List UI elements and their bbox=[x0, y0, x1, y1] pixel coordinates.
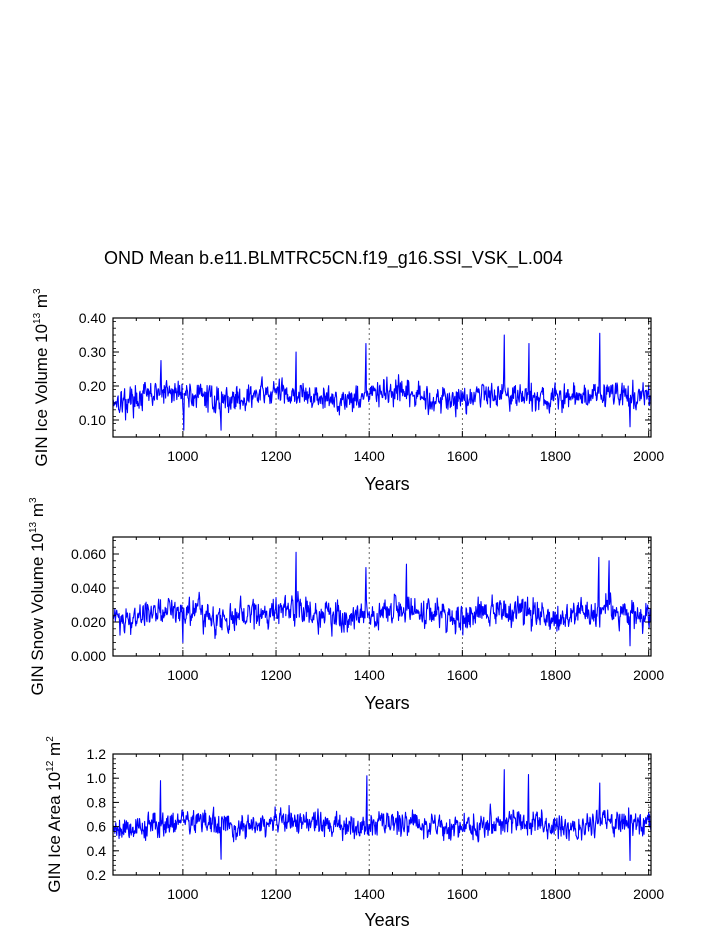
y-tick-label: 0.2 bbox=[87, 867, 107, 883]
plot-frame bbox=[112, 317, 652, 438]
x-tick-label: 1600 bbox=[447, 886, 478, 902]
x-tick-label: 2000 bbox=[633, 886, 664, 902]
y-tick-label: 0.040 bbox=[71, 580, 106, 596]
x-tick-label: 1000 bbox=[167, 667, 198, 683]
x-tick-label: 1200 bbox=[260, 667, 291, 683]
x-tick-label: 1400 bbox=[354, 667, 385, 683]
y-axis-label: GIN Snow Volume 1013 m3 bbox=[28, 497, 47, 696]
y-axis-label-text: GIN Ice Volume 10 bbox=[32, 324, 51, 467]
x-tick-label: 2000 bbox=[633, 667, 664, 683]
y-axis-label: GIN Ice Area 1012 m2 bbox=[45, 736, 64, 893]
y-tick-label: 0.30 bbox=[79, 344, 106, 360]
x-tick-label: 1800 bbox=[540, 886, 571, 902]
y-tick-label: 0.6 bbox=[87, 819, 107, 835]
plot-frame bbox=[112, 753, 652, 876]
y-axis-label-unit-exponent: 3 bbox=[28, 497, 39, 503]
plot-frame bbox=[112, 536, 652, 657]
y-axis-label-unit-exponent: 3 bbox=[32, 288, 43, 294]
y-tick-label: 0.20 bbox=[79, 378, 106, 394]
y-axis-label-unit: m bbox=[28, 503, 47, 522]
series-line-2 bbox=[112, 769, 652, 862]
y-tick-label: 0.4 bbox=[87, 843, 107, 859]
panel-ice-area: 1000 1200 1400 1600 1800 2000 0.2 0.4 0.6 0.8 1.0 1… bbox=[45, 736, 664, 930]
x-tick-label: 1000 bbox=[167, 448, 198, 464]
x-tick-label: 1000 bbox=[167, 886, 198, 902]
y-axis-label-text: GIN Snow Volume 10 bbox=[28, 533, 47, 696]
y-tick-label: 0.40 bbox=[79, 310, 106, 326]
series-line-1 bbox=[112, 551, 652, 647]
x-axis-label: Years bbox=[364, 474, 409, 494]
x-tick-label: 1200 bbox=[260, 448, 291, 464]
y-axis-label-unit: m bbox=[32, 294, 51, 313]
panel-snow-volume: 1000 1200 1400 1600 1800 2000 0.000 0.020 0.040 0… bbox=[28, 497, 664, 713]
y-tick-label: 1.0 bbox=[87, 770, 107, 786]
figure-title: OND Mean b.e11.BLMTRC5CN.f19_g16.SSI_VSK… bbox=[104, 248, 563, 269]
x-axis-label: Years bbox=[364, 910, 409, 930]
y-axis-label-exponent: 13 bbox=[28, 521, 39, 533]
x-tick-label: 1200 bbox=[260, 886, 291, 902]
y-axis-label-exponent: 13 bbox=[32, 312, 43, 324]
y-tick-label: 0.060 bbox=[71, 546, 106, 562]
x-tick-label: 1400 bbox=[354, 886, 385, 902]
y-tick-label: 0.8 bbox=[87, 794, 107, 810]
panel-ice-volume: 1000 1200 1400 1600 1800 2000 0.10 0.20 0.30 0.40… bbox=[32, 288, 664, 494]
y-tick-label: 1.2 bbox=[87, 746, 107, 762]
y-axis-label: GIN Ice Volume 1013 m3 bbox=[32, 288, 51, 467]
y-tick-label: 0.000 bbox=[71, 648, 106, 664]
y-tick-label: 0.10 bbox=[79, 412, 106, 428]
x-tick-label: 1800 bbox=[540, 448, 571, 464]
y-axis-label-exponent: 12 bbox=[45, 760, 56, 772]
x-axis-label: Years bbox=[364, 693, 409, 713]
x-tick-label: 1800 bbox=[540, 667, 571, 683]
x-tick-label: 1600 bbox=[447, 667, 478, 683]
y-axis-label-unit-exponent: 2 bbox=[45, 736, 56, 742]
x-tick-label: 2000 bbox=[633, 448, 664, 464]
y-tick-label: 0.020 bbox=[71, 614, 106, 630]
series-line-0 bbox=[112, 332, 652, 431]
y-axis-label-text: GIN Ice Area 10 bbox=[45, 772, 64, 893]
x-tick-label: 1400 bbox=[354, 448, 385, 464]
y-axis-label-unit: m bbox=[45, 742, 64, 761]
x-tick-label: 1600 bbox=[447, 448, 478, 464]
